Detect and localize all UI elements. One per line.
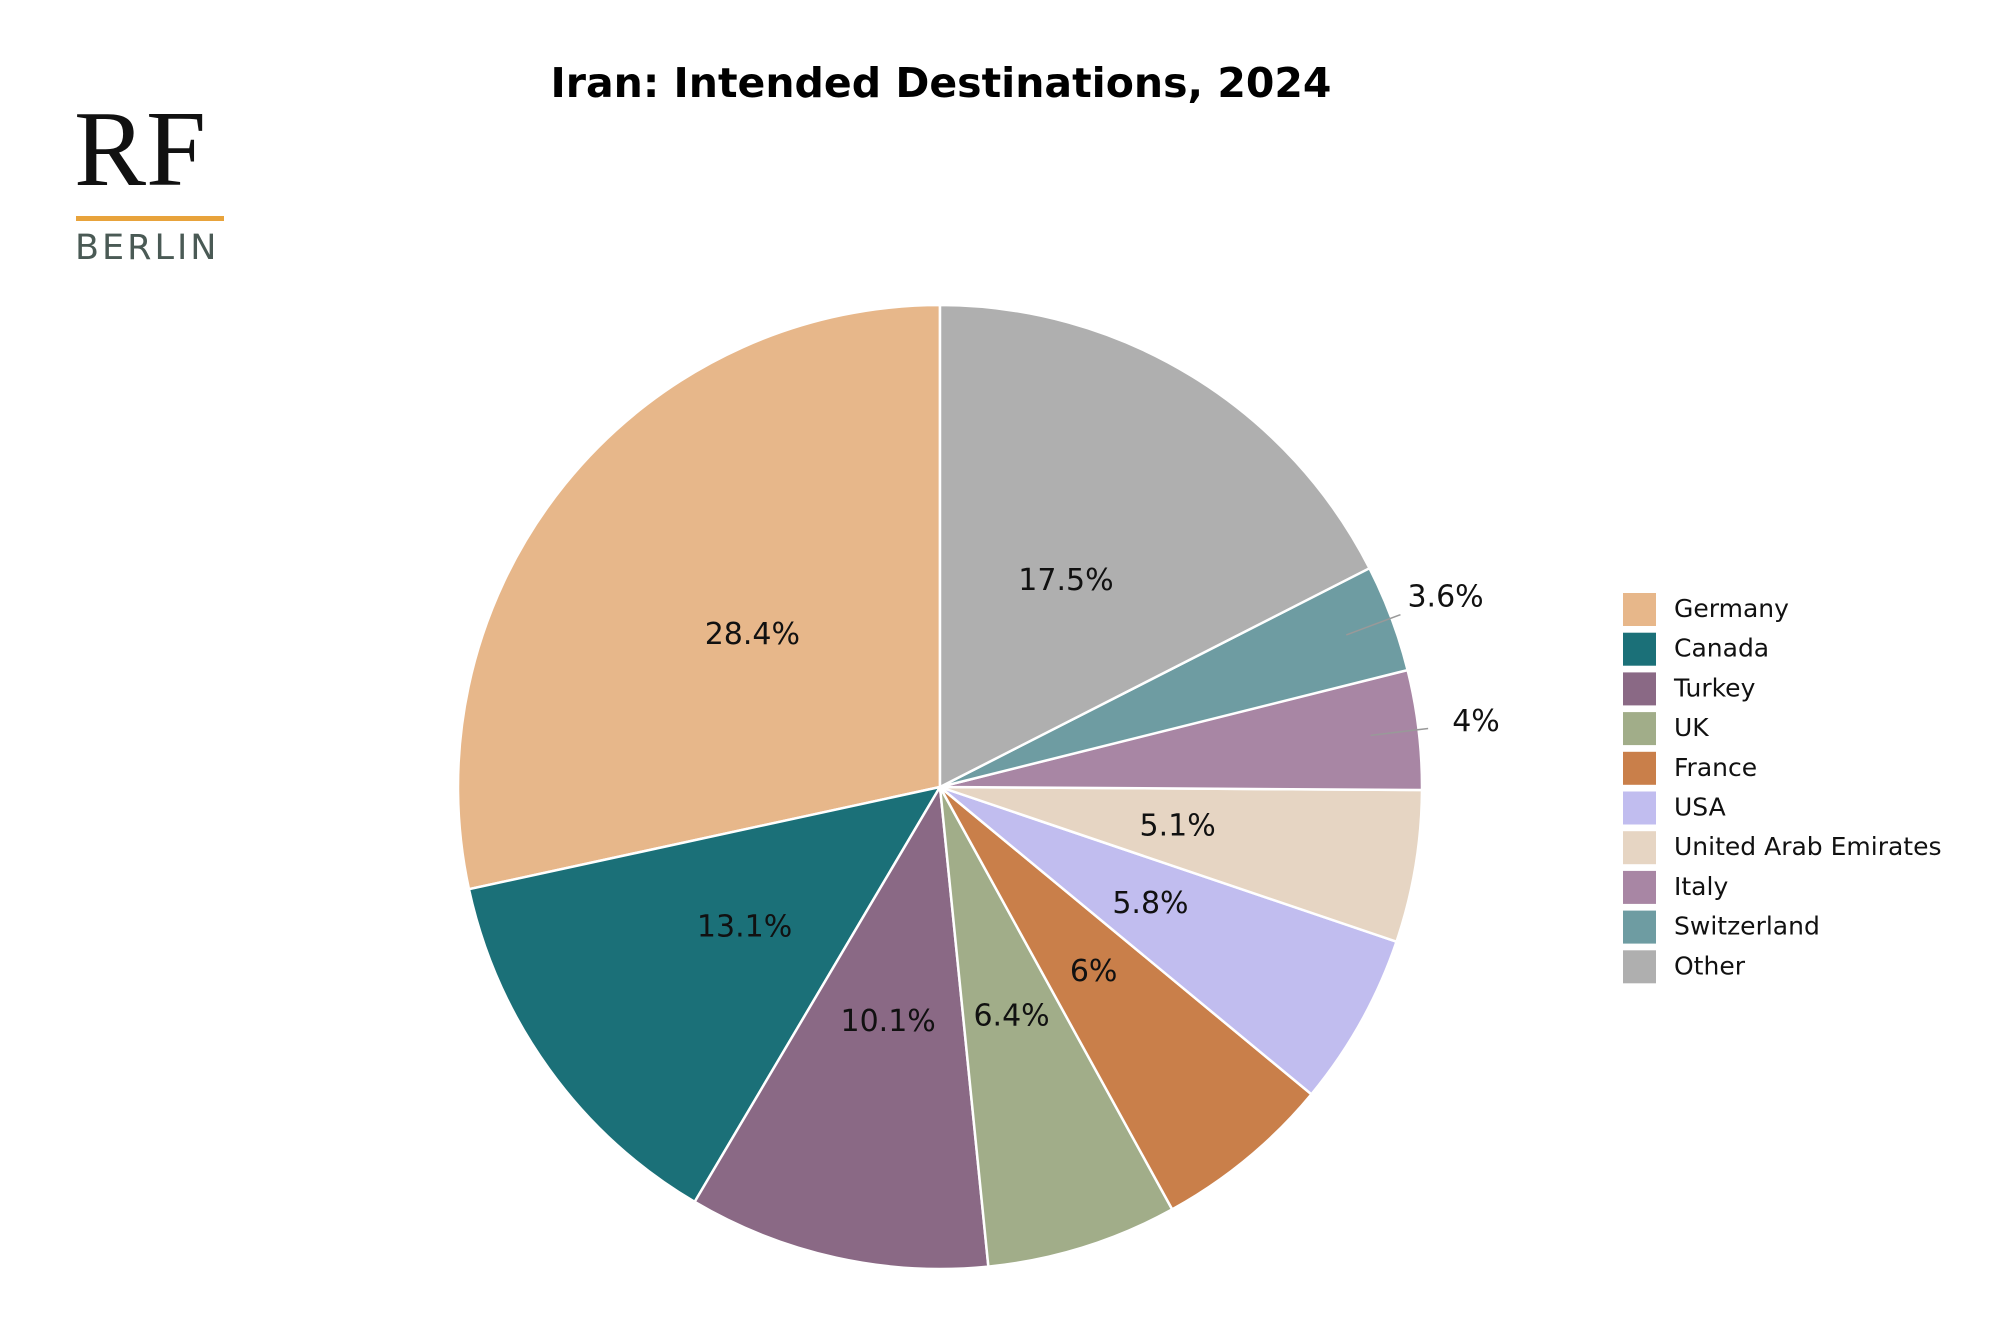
legend-label: UK	[1674, 713, 1709, 742]
data-label: 28.4%	[705, 617, 800, 652]
legend-swatch	[1623, 751, 1656, 785]
data-label: 10.1%	[841, 1004, 936, 1039]
data-label: 4%	[1452, 704, 1500, 739]
logo-city: BERLIN	[75, 228, 219, 268]
data-label: 3.6%	[1407, 579, 1483, 614]
data-label: 6.4%	[973, 999, 1049, 1034]
pie-slice	[938, 786, 1174, 1268]
data-label: 5.1%	[1140, 808, 1216, 843]
legend-label: France	[1674, 753, 1757, 782]
legend-swatch	[1623, 910, 1656, 944]
legend-swatch	[1623, 712, 1656, 746]
pie-slice	[938, 303, 1372, 790]
data-label: 5.8%	[1112, 886, 1188, 921]
pie-slice	[692, 783, 990, 1271]
pie-slice	[939, 785, 1399, 1097]
pie-slice	[467, 785, 943, 1204]
legend-label: Italy	[1674, 872, 1728, 901]
pie-slice	[456, 303, 942, 891]
pie-slice	[938, 786, 1314, 1212]
legend-label: Turkey	[1673, 673, 1756, 702]
legend-swatch	[1623, 870, 1656, 904]
pie-slice	[939, 785, 1424, 944]
legend-swatch	[1623, 831, 1656, 865]
chart-title: Iran: Intended Destinations, 2024	[551, 59, 1332, 107]
data-label: 13.1%	[697, 910, 792, 945]
leader-line	[1346, 613, 1401, 636]
leader-line	[1370, 727, 1429, 737]
legend-label: Switzerland	[1674, 912, 1820, 941]
legend-label: Germany	[1674, 594, 1789, 623]
logo-mark: RF	[74, 90, 206, 209]
legend-label: United Arab Emirates	[1674, 832, 1942, 861]
legend-swatch	[1623, 791, 1656, 825]
data-label: 6%	[1070, 954, 1118, 989]
data-label: 17.5%	[1018, 563, 1113, 598]
legend-label: Canada	[1674, 634, 1769, 663]
legend-swatch	[1623, 950, 1656, 984]
legend-swatch	[1623, 593, 1656, 626]
legend-label: Other	[1674, 951, 1746, 980]
legend-swatch	[1623, 632, 1656, 666]
logo-rule	[76, 216, 224, 221]
legend-swatch	[1623, 672, 1656, 706]
legend-label: USA	[1674, 793, 1726, 822]
